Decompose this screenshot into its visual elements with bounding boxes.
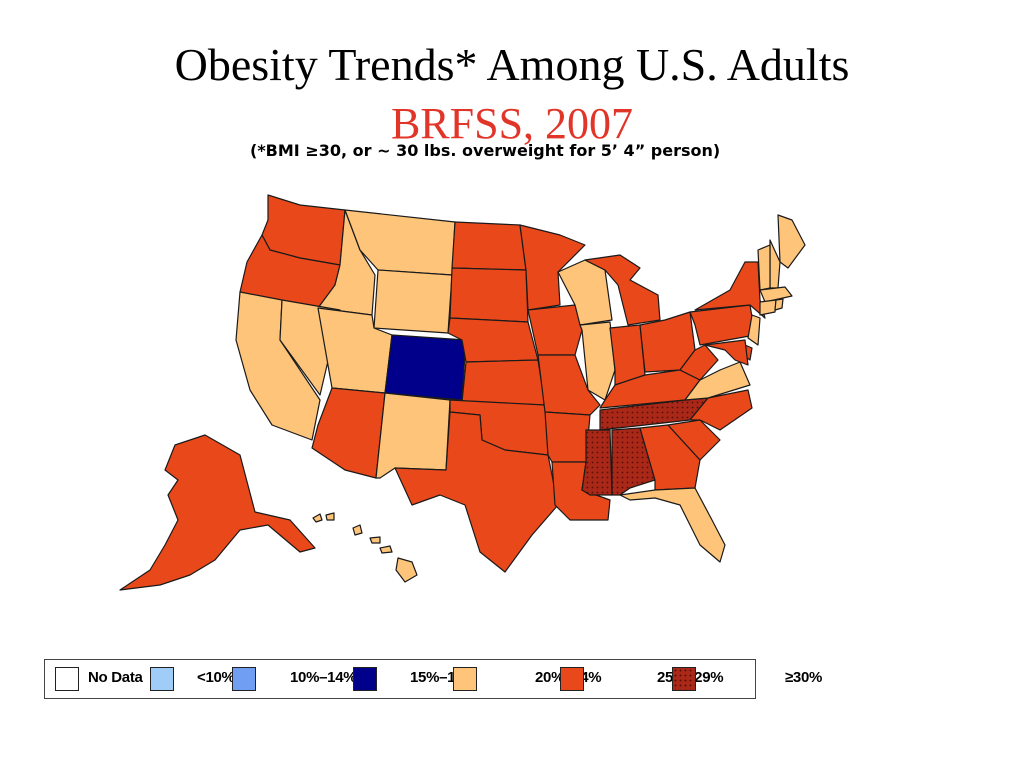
legend-label-no_data: No Data <box>88 669 143 686</box>
state-SC <box>667 419 721 461</box>
state-MS <box>581 429 613 496</box>
state-AR <box>544 411 591 463</box>
state-MI <box>584 254 661 326</box>
slide-title: Obesity Trends* Among U.S. Adults <box>174 39 850 90</box>
map-legend: No Data<10%10%–14%15%–19%20%–24%25%–29%≥… <box>44 659 822 699</box>
legend-swatch-r10_14 <box>232 667 256 691</box>
state-HI <box>312 512 418 583</box>
state-AK <box>119 434 316 591</box>
state-WY <box>373 269 453 334</box>
state-IA <box>527 304 583 356</box>
state-CO <box>384 334 467 401</box>
legend-swatch-r15_19 <box>353 667 377 691</box>
state-CT <box>759 299 777 316</box>
legend-label-ge30: ≥30% <box>785 669 823 686</box>
state-ME <box>777 214 806 269</box>
legend-label-lt10: <10% <box>197 669 235 686</box>
legend-swatch-ge30 <box>672 667 696 691</box>
state-FL <box>619 487 726 563</box>
state-MD <box>704 339 749 366</box>
legend-label-r10_14: 10%–14% <box>290 669 357 686</box>
state-SD <box>449 267 529 323</box>
state-MN <box>519 224 586 311</box>
bmi-footnote: (*BMI ≥30, or ~ 30 lbs. overweight for 5… <box>250 141 721 160</box>
state-AZ <box>311 387 386 479</box>
legend-swatch-r20_24 <box>453 667 477 691</box>
legend-swatch-r25_29 <box>560 667 584 691</box>
us-obesity-map <box>119 194 806 591</box>
state-PA <box>689 304 756 346</box>
state-NH <box>769 239 781 289</box>
state-WV <box>679 344 719 381</box>
legend-swatch-lt10 <box>150 667 174 691</box>
legend-swatch-no_data <box>55 667 79 691</box>
state-NM <box>375 392 451 479</box>
state-KS <box>461 359 546 406</box>
slide-subtitle: BRFSS, 2007 <box>390 99 634 148</box>
state-TX <box>394 411 559 573</box>
state-IN <box>609 324 646 386</box>
state-ND <box>451 221 527 271</box>
state-VT <box>757 244 771 291</box>
state-NJ <box>747 314 761 346</box>
state-RI <box>774 298 784 311</box>
state-MA <box>759 286 793 303</box>
